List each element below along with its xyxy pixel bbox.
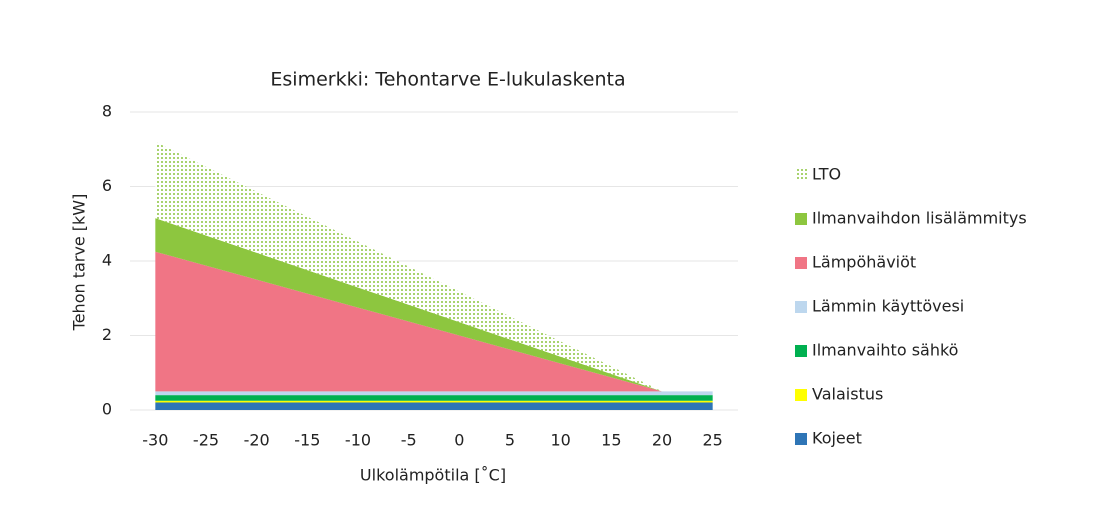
legend-swatch (795, 301, 807, 313)
x-tick-label: -20 (244, 431, 270, 450)
legend-swatch (795, 213, 807, 225)
x-tick-label: 10 (550, 431, 570, 450)
x-tick-label: -15 (294, 431, 320, 450)
legend-swatch (795, 345, 807, 357)
area (155, 402, 713, 410)
x-tick-label: -25 (193, 431, 219, 450)
area (155, 251, 713, 392)
y-tick-label: 0 (102, 400, 112, 419)
legend-label: Ilmanvaihdon lisälämmitys (812, 209, 1027, 228)
y-tick-label: 6 (102, 176, 112, 195)
x-tick-label: 5 (505, 431, 515, 450)
legend-label: Lämmin käyttövesi (812, 297, 964, 316)
legend-swatch (795, 433, 807, 445)
x-tick-label: 0 (454, 431, 464, 450)
legend-label: Valaistus (812, 385, 883, 404)
legend-label: LTO (812, 165, 841, 184)
legend-swatch (795, 169, 807, 181)
x-tick-label: -30 (142, 431, 168, 450)
y-tick-label: 4 (102, 251, 112, 270)
y-tick-label: 8 (102, 102, 112, 121)
x-tick-label: -5 (401, 431, 417, 450)
legend-label: Kojeet (812, 429, 862, 448)
legend-swatch (795, 389, 807, 401)
legend-label: Lämpöhäviöt (812, 253, 916, 272)
x-tick-label: 20 (652, 431, 672, 450)
area (155, 400, 713, 403)
x-tick-label: 15 (601, 431, 621, 450)
legend-label: Ilmanvaihto sähkö (812, 341, 958, 360)
area (155, 391, 713, 396)
chart-title: Esimerkki: Tehontarve E-lukulaskenta (270, 69, 625, 91)
x-tick-label: -10 (345, 431, 371, 450)
legend-swatch (795, 257, 807, 269)
y-axis-label: Tehon tarve [kW] (70, 194, 89, 332)
area (155, 395, 713, 401)
x-tick-label: 25 (702, 431, 722, 450)
x-axis-label: Ulkolämpötila [˚C] (360, 466, 506, 485)
y-tick-label: 2 (102, 325, 112, 344)
